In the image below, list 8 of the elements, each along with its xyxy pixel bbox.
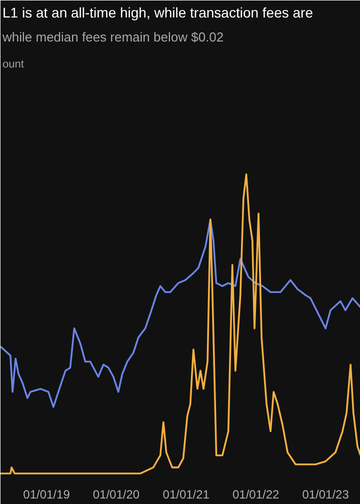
text: ount — [2, 58, 24, 70]
x-tick-label: 01/01/23 — [302, 488, 350, 502]
x-tick-label: 01/01/22 — [232, 488, 280, 502]
x-tick-label: 01/01/20 — [92, 488, 140, 502]
x-tick-label: 01/01/21 — [162, 488, 210, 502]
x-tick-label: 01/01/19 — [23, 488, 70, 502]
chart-title: L1 is at an all-time high, while transaction fees are — [2, 4, 314, 20]
chart-subtitle: while median fees remain below $0.02 — [2, 30, 224, 44]
